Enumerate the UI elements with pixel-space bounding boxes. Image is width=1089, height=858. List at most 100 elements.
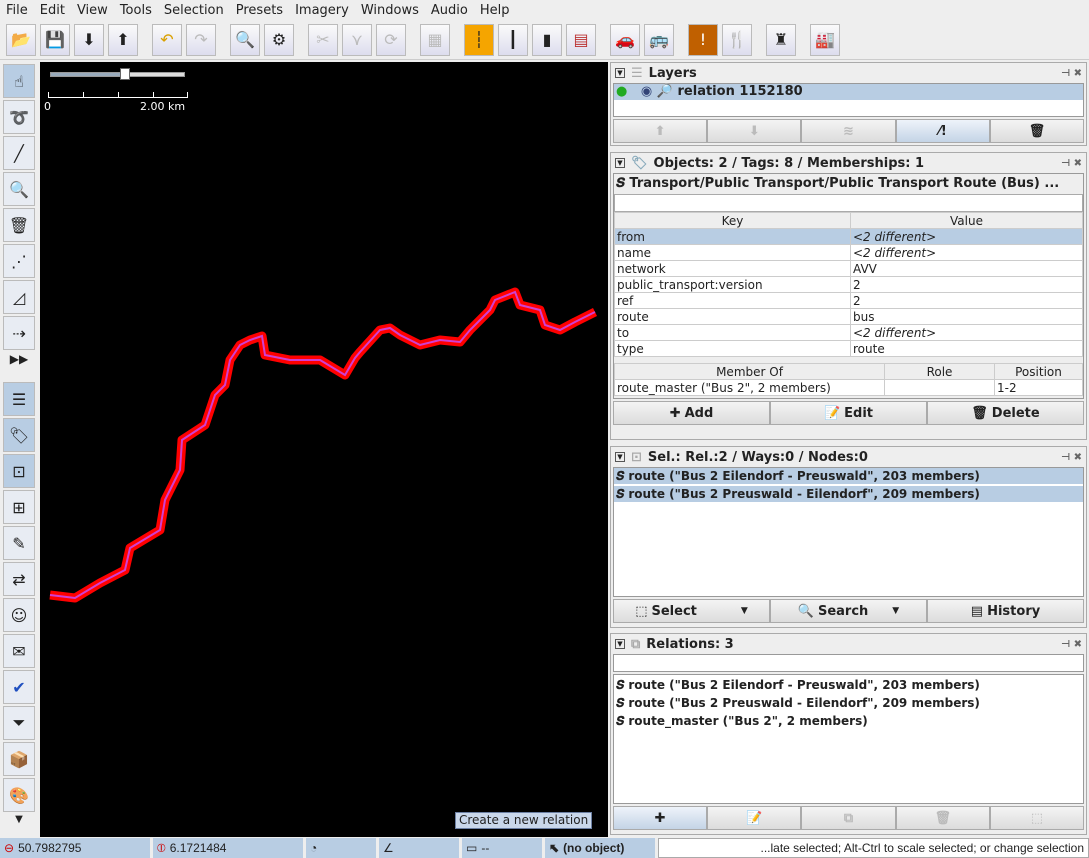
redo-icon[interactable]: ↷ (186, 23, 216, 56)
menu-edit[interactable]: Edit (39, 2, 65, 18)
collapse-icon[interactable]: ▼ (615, 158, 625, 168)
select-members-button[interactable]: ⬚ (989, 806, 1085, 830)
value-header[interactable]: Value (850, 212, 1083, 229)
move-down-button[interactable]: ⬇ (707, 119, 802, 143)
reverse-way-icon[interactable]: ⟳ (376, 23, 406, 56)
dock-close-icon[interactable]: ⊣ ✖ (1060, 451, 1082, 463)
save-icon[interactable]: 💾 (40, 23, 70, 56)
list-item[interactable]: 𝑺 route ("Bus 2 Eilendorf - Preuswald", … (616, 678, 980, 692)
tag-row[interactable]: type route (614, 340, 1083, 357)
tag-row[interactable]: network AVV (614, 260, 1083, 277)
active-check-icon[interactable]: ● (616, 84, 628, 99)
menu-imagery[interactable]: Imagery (295, 2, 349, 18)
preset-link[interactable]: 𝑺 Transport/Public Transport/Public Tran… (616, 176, 1060, 191)
warning-icon[interactable]: ! (688, 23, 718, 56)
preferences-icon[interactable]: ⚙ (264, 23, 294, 56)
delete-tool-icon[interactable]: 🗑 (3, 208, 35, 242)
delete-tag-button[interactable]: 🗑 Delete (927, 401, 1084, 425)
tag-row[interactable]: public_transport:version 2 (614, 276, 1083, 293)
move-up-button[interactable]: ⬆ (613, 119, 708, 143)
list-item[interactable]: 𝑺 route ("Bus 2 Preuswald - Eilendorf", … (614, 486, 1083, 502)
select-tool-icon[interactable]: ☝ (3, 64, 35, 98)
menu-tools[interactable]: Tools (119, 2, 152, 18)
draw-tool-icon[interactable]: ╱ (3, 136, 35, 170)
new-relation-button[interactable]: ✚ (613, 806, 708, 830)
scroll-down-icon[interactable]: ▼ (15, 814, 23, 825)
wall-preset-icon[interactable]: ▤ (566, 23, 596, 56)
collapse-icon[interactable]: ▼ (615, 639, 625, 649)
toggle-commands-icon[interactable]: ✎ (3, 526, 35, 560)
dropdown-arrow-icon[interactable]: ▼ (740, 606, 748, 616)
merge-button[interactable]: ≋ (801, 119, 896, 143)
menu-windows[interactable]: Windows (360, 2, 419, 18)
lasso-tool-icon[interactable]: ➰ (3, 100, 35, 134)
dock-close-icon[interactable]: ⊣ ✖ (1060, 638, 1082, 650)
duplicate-relation-button[interactable]: ⧉ (801, 806, 896, 830)
upload-icon[interactable]: ⬆ (108, 23, 138, 56)
add-tag-button[interactable]: ✚ Add (613, 401, 770, 425)
toggle-notes-icon[interactable]: ✉ (3, 634, 35, 668)
layer-item[interactable]: ● ◉ 🔎 relation 1152180 (614, 84, 1083, 100)
key-header[interactable]: Key (614, 212, 851, 229)
bus-icon[interactable]: 🚌 (644, 23, 674, 56)
tag-row[interactable]: to <2 different> (614, 324, 1083, 341)
delete-layer-button[interactable]: 🗑 (989, 119, 1085, 143)
delete-relation-button[interactable]: 🗑 (895, 806, 990, 830)
toggle-layers-icon[interactable]: ☰ (3, 382, 35, 416)
combine-way-icon[interactable]: ⋎ (342, 23, 372, 56)
menu-presets[interactable]: Presets (235, 2, 284, 18)
toggle-selection-icon[interactable]: ⊡ (3, 454, 35, 488)
relation-filter-input[interactable] (613, 654, 1084, 672)
dock-close-icon[interactable]: ⊣ ✖ (1060, 67, 1082, 79)
list-item[interactable]: 𝑺 route ("Bus 2 Eilendorf - Preuswald", … (614, 468, 1083, 484)
parallel-way-icon[interactable]: ◿ (3, 280, 35, 314)
edit-tag-button[interactable]: 📝 Edit (770, 401, 927, 425)
select-button[interactable]: ⬚ Select ▼ (613, 599, 770, 623)
list-item[interactable]: 𝑺 route ("Bus 2 Preuswald - Eilendorf", … (616, 696, 980, 710)
tag-row[interactable]: ref 2 (614, 292, 1083, 309)
collapse-icon[interactable]: ▼ (615, 452, 625, 462)
search-button[interactable]: 🔍 Search ▼ (770, 599, 927, 623)
toggle-authors-icon[interactable]: ☺ (3, 598, 35, 632)
zoom-to-selection-icon[interactable]: 🔍 (230, 23, 260, 56)
open-icon[interactable]: 📂 (6, 23, 36, 56)
history-button[interactable]: ▤ History (927, 599, 1084, 623)
toggle-validator-icon[interactable]: ✔ (3, 670, 35, 704)
area-icon[interactable]: ▦ (420, 23, 450, 56)
edit-relation-button[interactable]: 📝 (707, 806, 802, 830)
map-view[interactable]: 0 2.00 km (40, 62, 608, 837)
road-preset-2-icon[interactable]: ┃ (498, 23, 528, 56)
improve-way-icon[interactable]: ⋰ (3, 244, 35, 278)
factory-icon[interactable]: 🏭 (810, 23, 840, 56)
menu-file[interactable]: File (6, 2, 28, 18)
zoom-slider[interactable] (50, 68, 185, 80)
toggle-history-icon[interactable]: ⊞ (3, 490, 35, 524)
road-preset-icon[interactable]: ┆ (464, 23, 494, 56)
menu-selection[interactable]: Selection (163, 2, 224, 18)
restaurant-icon[interactable]: 🍴 (722, 23, 752, 56)
menu-view[interactable]: View (76, 2, 108, 18)
collapse-icon[interactable]: ▼ (615, 68, 625, 78)
toggle-styles-icon[interactable]: 🎨 (3, 778, 35, 812)
railway-preset-icon[interactable]: ▮ (532, 23, 562, 56)
membership-row[interactable]: route_master ("Bus 2", 2 members) 1-2 (614, 379, 1083, 396)
download-icon[interactable]: ⬇ (74, 23, 104, 56)
toggle-conflict-icon[interactable]: ⇄ (3, 562, 35, 596)
zoom-tool-icon[interactable]: 🔍 (3, 172, 35, 206)
tag-row[interactable]: name <2 different> (614, 244, 1083, 261)
toggle-visibility-button[interactable]: ⁄! (895, 119, 990, 143)
split-way-icon[interactable]: ✂ (308, 23, 338, 56)
toggle-relations-icon[interactable]: 📦 (3, 742, 35, 776)
menu-audio[interactable]: Audio (430, 2, 468, 18)
tag-row[interactable]: route bus (614, 308, 1083, 325)
more-tools-icon[interactable]: ▶▶ (9, 352, 29, 366)
position-header[interactable]: Position (994, 363, 1083, 380)
dock-close-icon[interactable]: ⊣ ✖ (1060, 157, 1082, 169)
extrude-icon[interactable]: ⇢ (3, 316, 35, 350)
list-item[interactable]: 𝑺 route_master ("Bus 2", 2 members) (616, 714, 868, 728)
undo-icon[interactable]: ↶ (152, 23, 182, 56)
castle-icon[interactable]: ♜ (766, 23, 796, 56)
car-icon[interactable]: 🚗 (610, 23, 640, 56)
visibility-eye-icon[interactable]: ◉ (640, 84, 653, 99)
toggle-filter-icon[interactable]: ⏷ (3, 706, 35, 740)
